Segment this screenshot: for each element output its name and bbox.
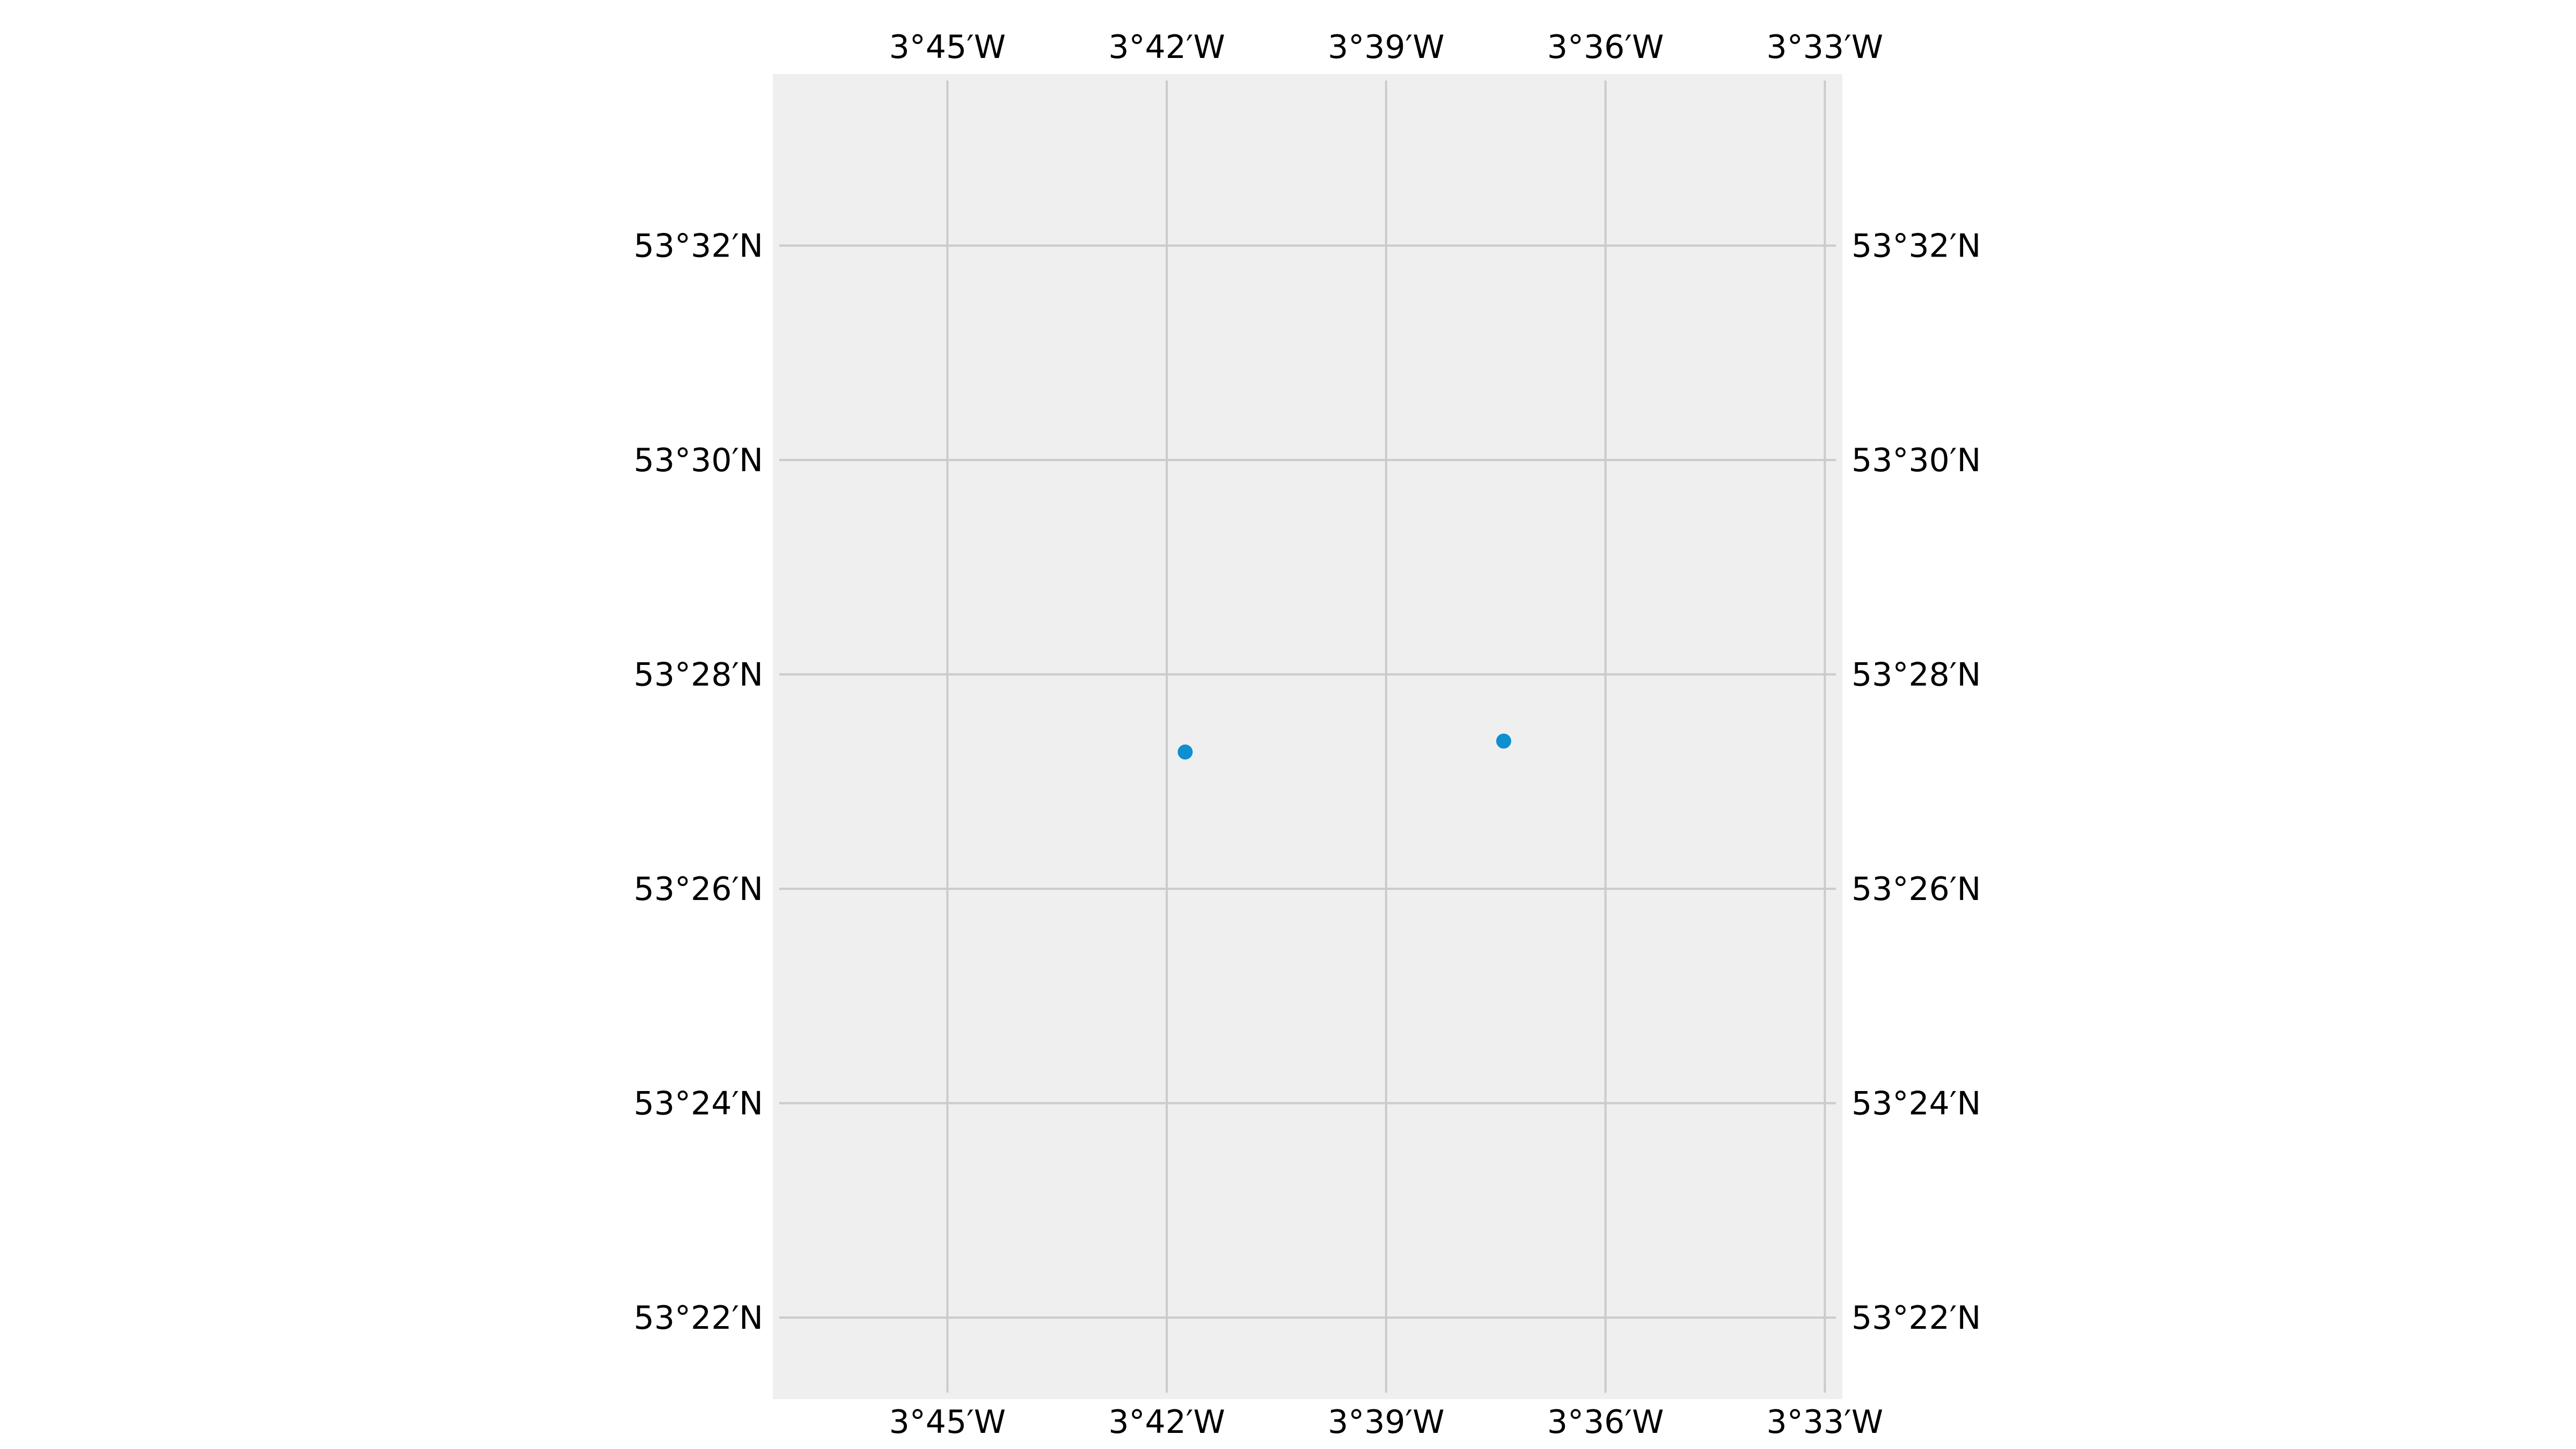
graticule-labels: 3°45′W 3°45′W 3°42′W 3°42′W 3°39′W 3°39′W 3°36…: [634, 28, 1981, 1441]
longitude-label-top: 3°45′W: [889, 28, 1006, 66]
point-markers: [1177, 733, 1511, 760]
longitude-label-bottom: 3°33′W: [1767, 1403, 1883, 1441]
longitude-label-top: 3°36′W: [1547, 28, 1664, 66]
latitude-label-left: 53°22′N: [634, 1299, 763, 1337]
latitude-label-left: 53°28′N: [634, 656, 763, 694]
longitude-label-top: 3°33′W: [1767, 28, 1883, 66]
longitude-label-bottom: 3°39′W: [1328, 1403, 1444, 1441]
latitude-label-right: 53°22′N: [1851, 1299, 1981, 1337]
latitude-label-right: 53°26′N: [1851, 870, 1981, 908]
longitude-label-top: 3°39′W: [1328, 28, 1444, 66]
latitude-label-left: 53°32′N: [634, 228, 763, 265]
latitude-label-right: 53°28′N: [1851, 656, 1981, 694]
latitude-label-right: 53°32′N: [1851, 228, 1981, 265]
latitude-label-left: 53°26′N: [634, 870, 763, 908]
longitude-label-bottom: 3°45′W: [889, 1403, 1006, 1441]
longitude-label-bottom: 3°36′W: [1547, 1403, 1664, 1441]
latitude-label-right: 53°24′N: [1851, 1085, 1981, 1123]
latitude-label-left: 53°24′N: [634, 1085, 763, 1123]
latitude-label-left: 53°30′N: [634, 442, 763, 479]
location-marker[interactable]: [1496, 733, 1511, 749]
location-marker[interactable]: [1177, 744, 1193, 760]
map-frame: [773, 74, 1842, 1399]
longitude-label-bottom: 3°42′W: [1108, 1403, 1225, 1441]
graticule: [779, 80, 1836, 1393]
longitude-label-top: 3°42′W: [1108, 28, 1225, 66]
latitude-label-right: 53°30′N: [1851, 442, 1981, 479]
